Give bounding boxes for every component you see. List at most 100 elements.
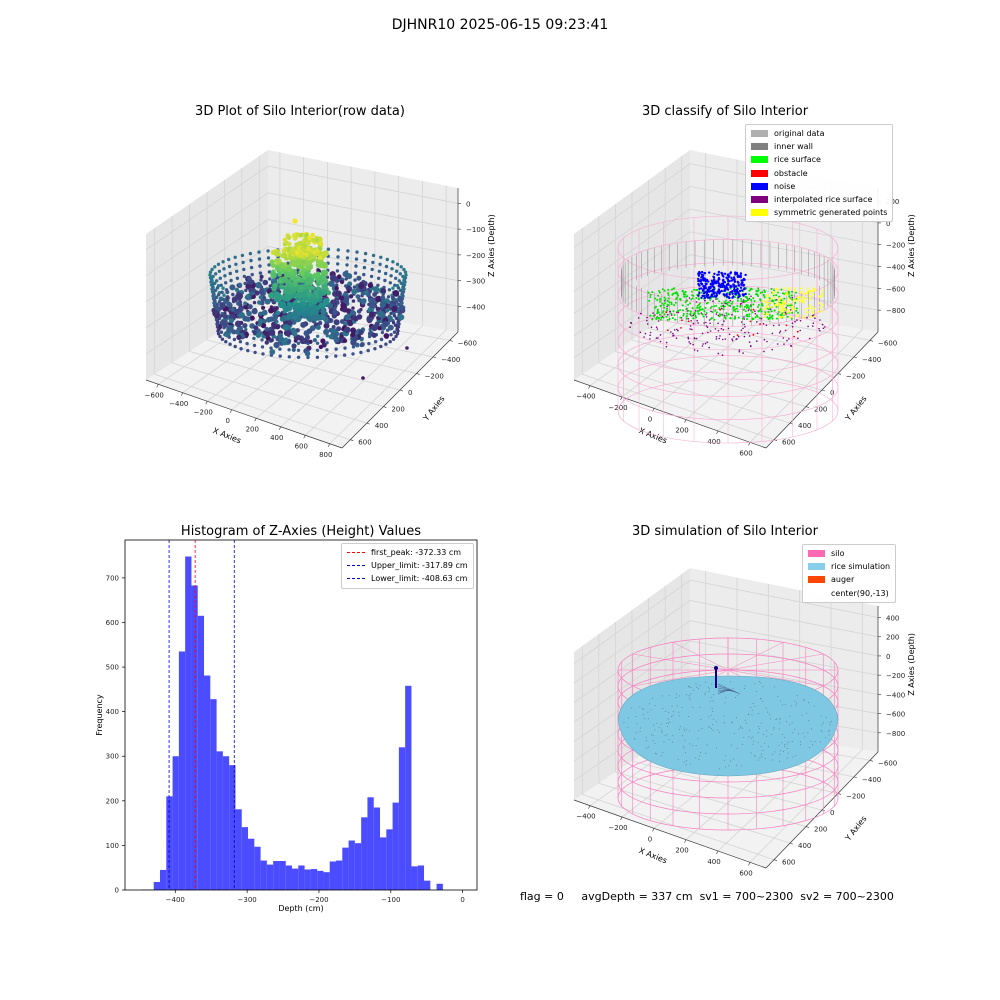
data-point xyxy=(228,271,232,276)
surface-mesh-point xyxy=(672,711,674,713)
x-tick-label: 600 xyxy=(739,869,752,877)
surface-mesh-point xyxy=(730,744,732,746)
data-point xyxy=(261,305,266,310)
surface-mesh-point xyxy=(661,731,663,733)
data-point xyxy=(379,337,384,342)
surface-mesh-point xyxy=(807,732,809,733)
surface-mesh-point xyxy=(700,752,702,753)
surface-mesh-point xyxy=(786,748,788,749)
data-point xyxy=(362,272,366,277)
surface-mesh-point xyxy=(658,727,660,729)
surface-mesh-point xyxy=(709,700,711,702)
data-point xyxy=(334,347,338,351)
status-avg-depth: avgDepth = 337 cm xyxy=(581,890,693,903)
surface-mesh-point xyxy=(689,699,691,700)
surface-mesh-point xyxy=(650,734,652,736)
data-point xyxy=(291,343,297,349)
data-point xyxy=(402,267,406,272)
data-point xyxy=(321,342,327,348)
surface-mesh-point xyxy=(791,722,793,724)
surface-mesh-point xyxy=(768,746,769,748)
surface-mesh-point xyxy=(771,759,773,761)
data-point xyxy=(312,338,317,343)
surface-mesh-point xyxy=(759,757,761,759)
surface-mesh-point xyxy=(711,683,713,685)
data-point xyxy=(277,278,283,284)
surface-mesh-point xyxy=(671,705,673,707)
surface-mesh-point xyxy=(754,683,756,685)
y-tick-label: 600 xyxy=(782,859,795,867)
surface-mesh-point xyxy=(748,713,750,715)
surface-mesh-point xyxy=(775,719,777,720)
data-point xyxy=(242,267,246,272)
data-point xyxy=(299,307,304,312)
surface-mesh-point xyxy=(646,747,648,749)
data-point xyxy=(396,286,401,290)
data-point xyxy=(262,279,269,286)
data-point xyxy=(347,281,353,287)
data-point xyxy=(246,310,252,317)
data-point xyxy=(257,300,262,305)
surface-mesh-point xyxy=(696,686,698,688)
surface-mesh-point xyxy=(759,681,760,683)
y-tick xyxy=(789,842,794,845)
data-point xyxy=(354,342,360,348)
data-point xyxy=(358,282,365,289)
data-point xyxy=(236,292,243,300)
data-point xyxy=(314,291,319,296)
surface-mesh-point xyxy=(711,708,713,709)
surface-mesh-point xyxy=(642,707,644,709)
x-tick-label: 0 xyxy=(226,417,230,425)
data-point xyxy=(332,309,338,316)
data-point xyxy=(219,283,223,287)
data-point xyxy=(334,285,339,291)
y-tick xyxy=(366,422,370,425)
data-point xyxy=(307,302,313,307)
legend-label: center(90,-13) xyxy=(831,588,889,598)
data-point xyxy=(343,321,348,327)
surface-mesh-point xyxy=(654,729,656,731)
surface-mesh-point xyxy=(744,685,746,687)
data-point xyxy=(219,330,224,334)
surface-mesh-point xyxy=(751,714,753,716)
data-point xyxy=(269,346,273,350)
surface-mesh-point xyxy=(662,708,664,709)
legend-label: silo xyxy=(831,549,845,559)
surface-mesh-point xyxy=(777,696,779,698)
data-point xyxy=(355,250,359,254)
x-tick-label: −400 xyxy=(169,400,188,408)
data-point xyxy=(286,301,292,307)
surface-mesh-point xyxy=(715,747,717,749)
data-point xyxy=(226,325,233,332)
data-point xyxy=(230,307,236,312)
surface-mesh-point xyxy=(627,717,629,719)
data-point xyxy=(340,302,347,309)
surface-mesh-point xyxy=(689,743,691,745)
data-point xyxy=(382,320,389,328)
surface-mesh-point xyxy=(699,755,700,757)
data-point xyxy=(315,355,320,359)
data-point xyxy=(249,315,255,321)
surface-mesh-point xyxy=(766,735,768,737)
data-point xyxy=(296,246,302,252)
data-point xyxy=(348,294,354,299)
surface-mesh-point xyxy=(730,760,731,762)
data-point xyxy=(217,269,222,273)
y-tick xyxy=(416,373,420,375)
data-point xyxy=(379,255,383,259)
x-tick xyxy=(716,850,719,855)
data-point xyxy=(379,301,386,308)
data-point xyxy=(395,332,400,336)
data-point xyxy=(243,301,248,306)
data-point xyxy=(284,271,291,278)
surface-mesh-point xyxy=(774,686,776,688)
data-point xyxy=(259,278,263,282)
data-point xyxy=(255,332,262,338)
data-point xyxy=(339,279,345,285)
data-point xyxy=(345,308,352,314)
surface-mesh-point xyxy=(690,763,692,765)
data-point xyxy=(296,355,301,359)
x-axis-line xyxy=(145,379,343,449)
data-point xyxy=(336,262,340,266)
data-point xyxy=(218,296,224,302)
